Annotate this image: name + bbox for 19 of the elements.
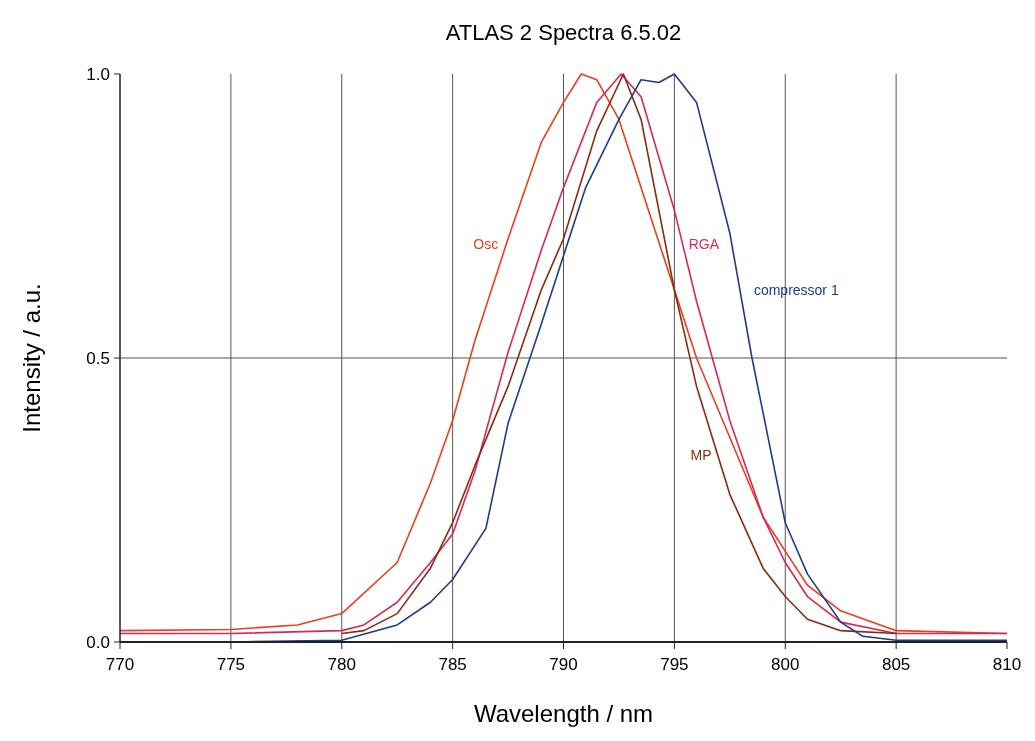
x-tick-label: 775 bbox=[216, 655, 246, 674]
x-tick-label: 780 bbox=[327, 655, 356, 674]
y-tick-label: 1.0 bbox=[86, 65, 110, 84]
x-axis-title: Wavelength / nm bbox=[473, 700, 654, 727]
x-tick-label: 790 bbox=[549, 655, 578, 674]
x-tick-label: 785 bbox=[438, 655, 467, 674]
series-label: Osc bbox=[473, 236, 499, 253]
line-series bbox=[340, 73, 897, 635]
x-tick-label: 810 bbox=[992, 655, 1022, 674]
x-tick-label: 805 bbox=[881, 655, 911, 674]
series-label: RGA bbox=[688, 236, 720, 253]
y-tick-label: 0.0 bbox=[86, 633, 110, 652]
y-axis-title: Intensity / a.u. bbox=[18, 283, 45, 433]
x-tick-label: 800 bbox=[771, 655, 800, 674]
y-tick-label: 0.5 bbox=[86, 349, 110, 368]
series-label: MP bbox=[690, 446, 712, 463]
chart-title: ATLAS 2 Spectra 6.5.02 bbox=[445, 20, 682, 45]
x-tick-label: 770 bbox=[105, 655, 135, 674]
x-tick-label: 795 bbox=[660, 655, 689, 674]
